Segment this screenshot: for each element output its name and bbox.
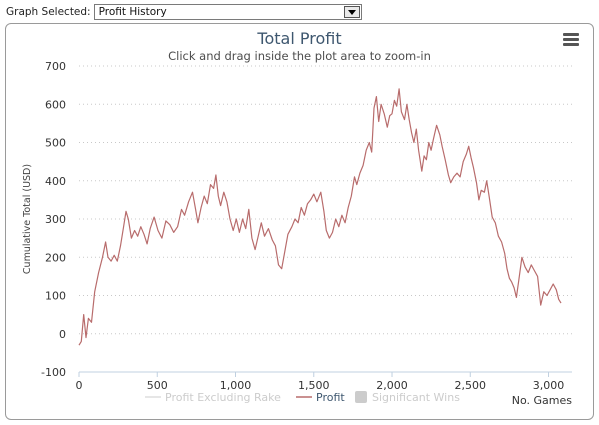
x-tick-label: 2,000 bbox=[376, 379, 408, 392]
graph-selected-label: Graph Selected: bbox=[6, 6, 91, 18]
series-line-profit bbox=[78, 88, 562, 346]
y-tick-label: 100 bbox=[45, 290, 66, 303]
x-tick-label: 0 bbox=[76, 379, 83, 392]
chart-panel bbox=[5, 23, 594, 420]
y-tick-label: 0 bbox=[59, 328, 66, 341]
graph-selector-bar: Graph Selected: Profit History bbox=[6, 3, 362, 21]
legend-symbol bbox=[355, 391, 367, 403]
y-tick-label: 700 bbox=[45, 60, 66, 73]
x-tick-label: 1,500 bbox=[298, 379, 330, 392]
legend-significant-wins[interactable]: Significant Wins bbox=[355, 391, 460, 404]
y-tick-label: 400 bbox=[45, 175, 66, 188]
graph-select-value: Profit History bbox=[98, 6, 167, 18]
y-tick-label: 600 bbox=[45, 98, 66, 111]
legend-profit[interactable]: Profit bbox=[296, 391, 345, 404]
legend-label: Significant Wins bbox=[372, 391, 460, 404]
x-tick-label: 1,000 bbox=[220, 379, 252, 392]
legend-profit-excluding-rake[interactable]: Profit Excluding Rake bbox=[145, 391, 281, 404]
hamburger-menu-icon[interactable] bbox=[563, 33, 579, 47]
y-tick-label: 500 bbox=[45, 137, 66, 150]
y-tick-label: -100 bbox=[41, 366, 66, 379]
chart-subtitle: Click and drag inside the plot area to z… bbox=[168, 49, 431, 63]
legend-label: Profit bbox=[316, 391, 345, 404]
x-tick-label: 2,500 bbox=[455, 379, 487, 392]
y-tick-label: 200 bbox=[45, 251, 66, 264]
y-tick-label: 300 bbox=[45, 213, 66, 226]
dropdown-arrow-icon[interactable] bbox=[343, 6, 360, 18]
graph-select[interactable]: Profit History bbox=[93, 4, 362, 20]
legend-label: Profit Excluding Rake bbox=[165, 391, 281, 404]
chart-title: Total Profit bbox=[257, 29, 342, 48]
x-tick-label: 3,000 bbox=[533, 379, 565, 392]
x-axis-title: No. Games bbox=[512, 394, 573, 407]
y-axis-title: Cumulative Total (USD) bbox=[22, 164, 33, 274]
x-tick-label: 500 bbox=[147, 379, 168, 392]
